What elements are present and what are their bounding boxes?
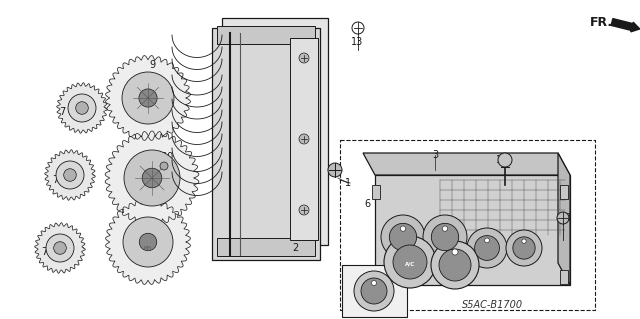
Circle shape: [452, 249, 458, 255]
Polygon shape: [105, 131, 199, 225]
Text: MH: MH: [144, 246, 152, 250]
Circle shape: [56, 161, 84, 189]
Text: 8: 8: [352, 290, 358, 300]
Circle shape: [299, 134, 309, 144]
Circle shape: [160, 162, 168, 170]
Circle shape: [381, 215, 425, 259]
Circle shape: [431, 223, 459, 251]
Circle shape: [299, 205, 309, 215]
Circle shape: [54, 242, 67, 254]
Circle shape: [68, 94, 96, 122]
Text: 13: 13: [351, 37, 363, 47]
Circle shape: [76, 102, 88, 114]
Circle shape: [439, 249, 471, 281]
Circle shape: [442, 226, 447, 231]
Circle shape: [384, 236, 436, 288]
Text: 5: 5: [415, 263, 421, 273]
Polygon shape: [106, 200, 190, 285]
Circle shape: [484, 238, 490, 243]
Text: S5AC-B1700: S5AC-B1700: [462, 300, 523, 310]
Bar: [342, 265, 407, 317]
Circle shape: [467, 228, 507, 268]
Text: 7: 7: [59, 107, 65, 117]
Circle shape: [557, 212, 569, 224]
Text: A/C: A/C: [405, 262, 415, 266]
Circle shape: [46, 234, 74, 262]
Circle shape: [431, 241, 479, 289]
Polygon shape: [45, 150, 95, 200]
Circle shape: [506, 230, 542, 266]
Polygon shape: [57, 83, 108, 133]
Circle shape: [513, 237, 535, 259]
Bar: [560, 270, 568, 284]
Text: 13: 13: [560, 213, 572, 223]
Circle shape: [522, 239, 526, 243]
Text: FR.: FR.: [590, 16, 613, 28]
Text: 1: 1: [345, 178, 351, 188]
Text: 10: 10: [162, 152, 174, 162]
Circle shape: [140, 233, 157, 251]
Bar: [372, 270, 380, 284]
Circle shape: [328, 163, 342, 177]
Bar: [217, 238, 315, 256]
Circle shape: [498, 153, 512, 167]
Polygon shape: [375, 175, 570, 285]
Circle shape: [139, 89, 157, 107]
Polygon shape: [35, 223, 85, 273]
Text: 6: 6: [364, 199, 370, 209]
Text: 11: 11: [152, 235, 164, 245]
Bar: [217, 26, 315, 44]
Polygon shape: [363, 153, 570, 175]
Circle shape: [123, 217, 173, 267]
Circle shape: [299, 53, 309, 63]
Circle shape: [122, 72, 174, 124]
Text: 7: 7: [52, 175, 58, 185]
Polygon shape: [222, 18, 328, 245]
Polygon shape: [212, 28, 320, 260]
Text: 12: 12: [496, 155, 508, 165]
Circle shape: [389, 223, 417, 251]
Circle shape: [423, 215, 467, 259]
Polygon shape: [558, 153, 570, 285]
Polygon shape: [106, 56, 190, 140]
Text: 3: 3: [432, 150, 438, 160]
Circle shape: [393, 245, 427, 279]
Bar: [290, 38, 318, 240]
Circle shape: [401, 226, 406, 231]
Circle shape: [124, 150, 180, 206]
Text: 7: 7: [41, 247, 47, 257]
Text: 9: 9: [149, 60, 155, 70]
Circle shape: [371, 280, 376, 286]
Circle shape: [64, 169, 76, 181]
Bar: [560, 185, 568, 199]
Text: 2: 2: [292, 243, 298, 253]
Circle shape: [354, 271, 394, 311]
Bar: [372, 185, 380, 199]
Circle shape: [361, 278, 387, 304]
Circle shape: [142, 168, 162, 188]
Circle shape: [475, 236, 499, 260]
FancyArrow shape: [611, 19, 640, 32]
Text: 4: 4: [390, 245, 396, 255]
